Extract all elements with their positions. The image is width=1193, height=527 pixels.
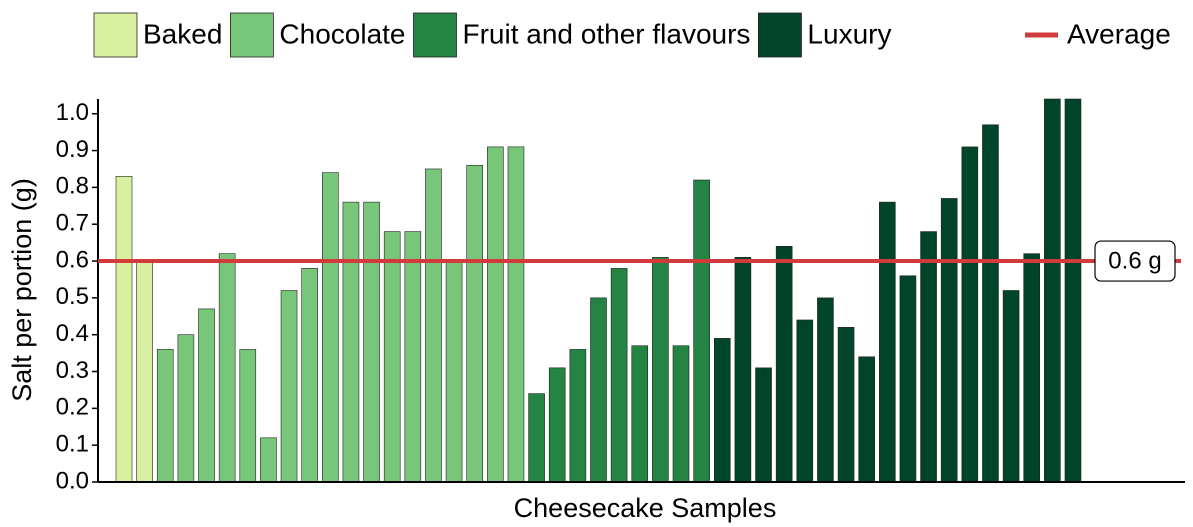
y-axis-label: Salt per portion (g) <box>7 178 37 402</box>
bar <box>548 367 566 483</box>
bar <box>796 319 814 483</box>
y-tick-label: 0.5 <box>56 283 89 310</box>
bar <box>1023 253 1041 483</box>
y-tick-label: 0.9 <box>56 136 89 163</box>
bar <box>115 176 133 483</box>
bar <box>445 260 463 483</box>
bar <box>940 198 958 483</box>
bar <box>218 253 236 483</box>
x-axis-label: Cheesecake Samples <box>514 493 777 523</box>
bar <box>775 246 793 483</box>
average-label: 0.6 g <box>1108 247 1161 274</box>
legend-swatch <box>230 12 274 58</box>
bar <box>404 231 422 483</box>
y-tick-label: 0.4 <box>56 320 89 347</box>
y-tick-label: 0.6 <box>56 246 89 273</box>
bar <box>342 201 360 483</box>
bar <box>1064 98 1082 483</box>
bar <box>713 338 731 483</box>
bar <box>425 168 442 483</box>
bar <box>507 146 525 483</box>
bar <box>961 146 979 483</box>
bar <box>321 172 339 483</box>
bar <box>280 290 298 483</box>
bar <box>487 146 504 483</box>
y-tick-label: 0.0 <box>56 467 89 494</box>
bar <box>136 260 153 483</box>
bar <box>363 201 380 483</box>
bar <box>920 231 937 483</box>
y-tick-label: 0.3 <box>56 357 89 384</box>
bar <box>1044 98 1061 483</box>
bar <box>528 393 545 483</box>
bar <box>177 334 195 483</box>
average-label-box <box>1094 240 1176 282</box>
bar <box>260 437 277 483</box>
bar <box>837 327 855 483</box>
bar <box>693 179 710 483</box>
bar <box>156 349 174 483</box>
bar <box>982 124 999 483</box>
bar <box>590 297 607 483</box>
bar <box>672 345 690 483</box>
y-tick-label: 1.0 <box>56 99 89 126</box>
bar <box>879 201 896 483</box>
bar <box>817 297 834 483</box>
legend-label: Luxury <box>807 18 891 49</box>
legend-swatch <box>413 12 457 58</box>
legend-swatch <box>758 12 802 58</box>
bar <box>631 345 649 483</box>
bar <box>858 356 875 483</box>
y-tick-label: 0.2 <box>56 394 89 421</box>
y-tick-label: 0.1 <box>56 431 89 458</box>
y-tick-label: 0.7 <box>56 210 89 237</box>
y-tick-label: 0.8 <box>56 173 89 200</box>
legend-label: Chocolate <box>279 18 405 49</box>
bar <box>198 308 215 483</box>
bar <box>755 367 772 483</box>
legend-label: Baked <box>143 18 222 49</box>
bar <box>610 268 628 483</box>
bar <box>652 257 669 483</box>
bar <box>383 231 401 483</box>
bar <box>466 164 484 483</box>
bar <box>734 257 752 483</box>
legend-label: Average <box>1067 18 1171 49</box>
legend-label: Fruit and other flavours <box>463 18 751 49</box>
bar <box>569 349 587 483</box>
bar <box>239 349 257 483</box>
bar <box>899 275 917 483</box>
bar <box>1002 290 1020 483</box>
legend-swatch <box>93 12 138 58</box>
bar <box>301 268 318 483</box>
